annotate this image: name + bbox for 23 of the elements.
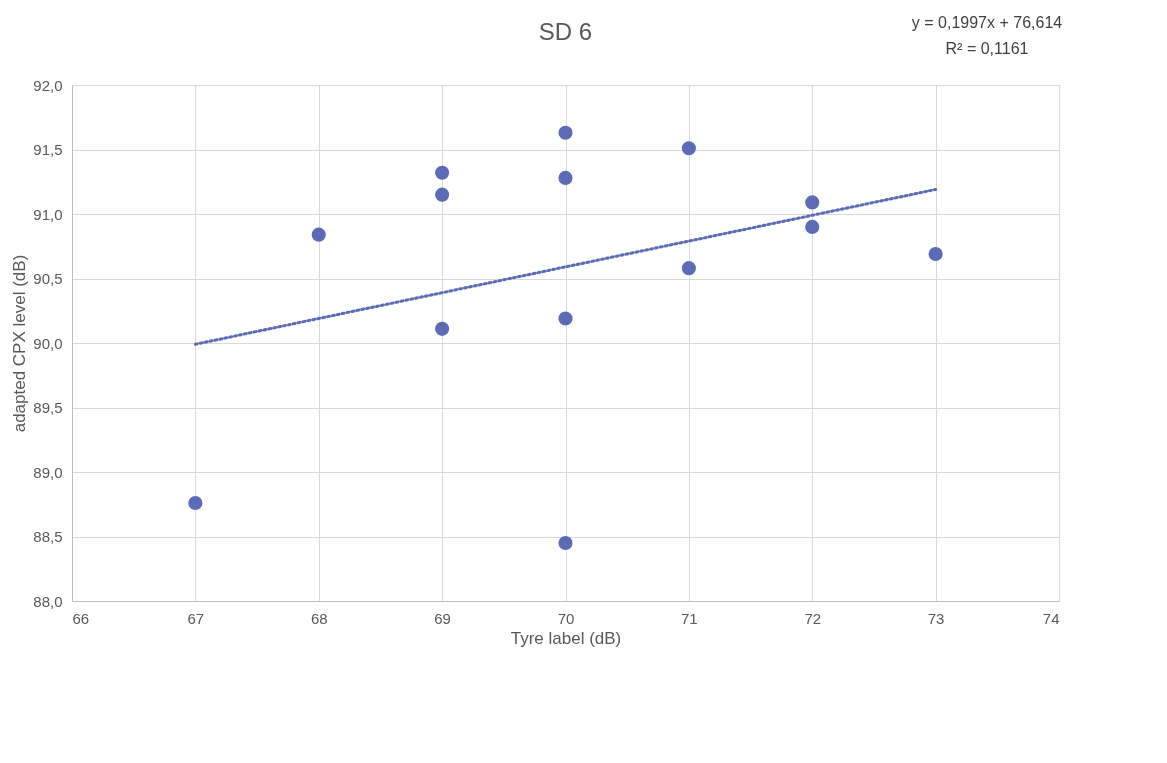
y-tick-label: 88,0 xyxy=(33,592,63,610)
x-tick-label: 66 xyxy=(72,609,90,627)
y-tick-label: 91,0 xyxy=(33,205,63,223)
y-tick-label: 92,0 xyxy=(33,76,63,94)
y-tick-label: 88,5 xyxy=(33,528,63,545)
x-axis-title: Tyre label (dB) xyxy=(510,628,622,648)
y-tick-label: 89,5 xyxy=(33,399,63,416)
chart-title: SD 6 xyxy=(538,18,593,45)
y-tick-label: 90,0 xyxy=(33,334,63,352)
x-tick-label: 71 xyxy=(681,609,698,627)
y-tick-label: 91,5 xyxy=(33,141,63,158)
x-tick-label: 69 xyxy=(434,609,451,627)
x-tick-label: 74 xyxy=(1042,609,1060,627)
text: y = 0,1997x + 76,614 xyxy=(911,14,1063,31)
y-tick-label: 89,0 xyxy=(33,463,63,481)
x-tick-label: 73 xyxy=(927,609,945,627)
x-tick-label: 67 xyxy=(187,609,205,627)
text: R² = 0,1161 xyxy=(945,40,1029,57)
x-tick-label: 70 xyxy=(557,609,575,627)
y-axis-title: adapted CPX level (dB) xyxy=(10,254,30,433)
x-tick-label: 72 xyxy=(804,609,822,627)
x-tick-label: 68 xyxy=(310,609,328,627)
y-tick-label: 90,5 xyxy=(33,270,63,287)
